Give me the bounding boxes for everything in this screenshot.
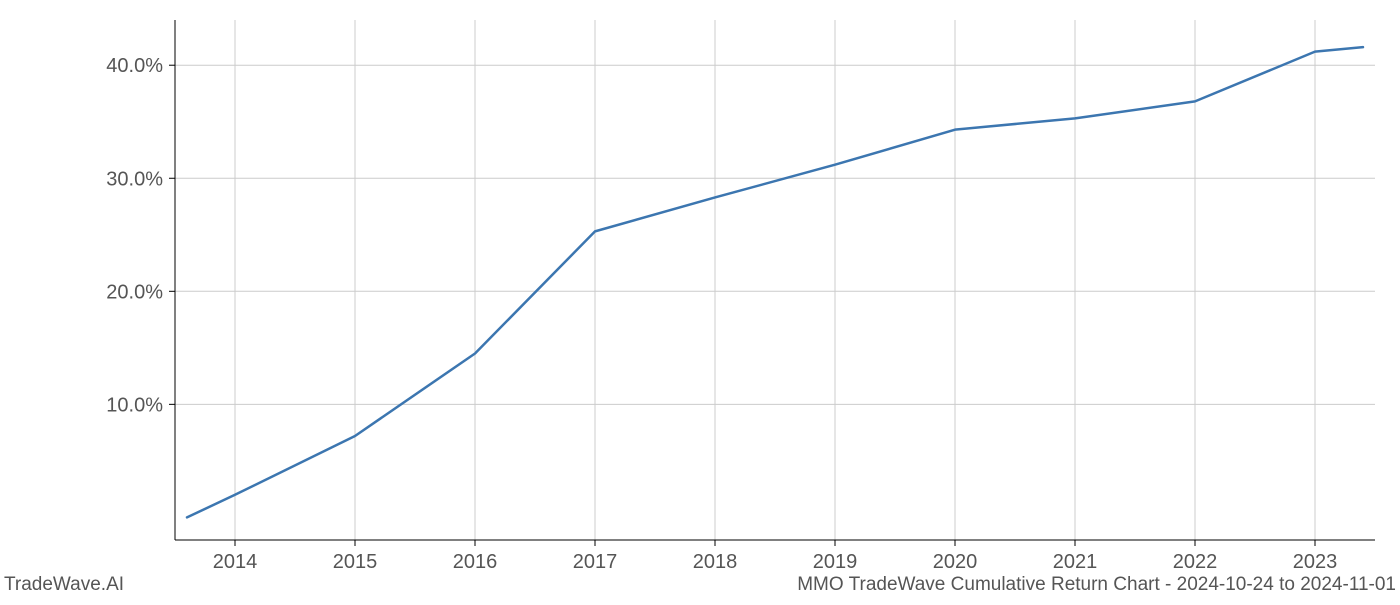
x-tick-label: 2014 [213, 551, 258, 573]
chart-container: 2014 2015 2016 2017 2018 2019 2020 2021 2022 2023… [0, 0, 1400, 600]
x-tick-label: 2022 [1173, 551, 1218, 573]
x-tick-label: 2019 [813, 551, 858, 573]
line-chart: 2014 2015 2016 2017 2018 2019 2020 2021 2022 2023… [0, 0, 1400, 600]
y-tick-label: 30.0% [106, 168, 163, 190]
x-tick-label: 2020 [933, 551, 978, 573]
x-tick-label: 2017 [573, 551, 618, 573]
y-tick-label: 10.0% [106, 394, 163, 416]
x-tick-label: 2023 [1293, 551, 1338, 573]
chart-bg [0, 0, 1400, 600]
x-tick-label: 2016 [453, 551, 498, 573]
footer-caption: MMO TradeWave Cumulative Return Chart - … [797, 574, 1396, 596]
x-tick-label: 2018 [693, 551, 738, 573]
footer-brand: TradeWave.AI [4, 574, 124, 596]
y-tick-label: 40.0% [106, 55, 163, 77]
y-tick-label: 20.0% [106, 281, 163, 303]
x-tick-label: 2015 [333, 551, 378, 573]
x-tick-label: 2021 [1053, 551, 1098, 573]
